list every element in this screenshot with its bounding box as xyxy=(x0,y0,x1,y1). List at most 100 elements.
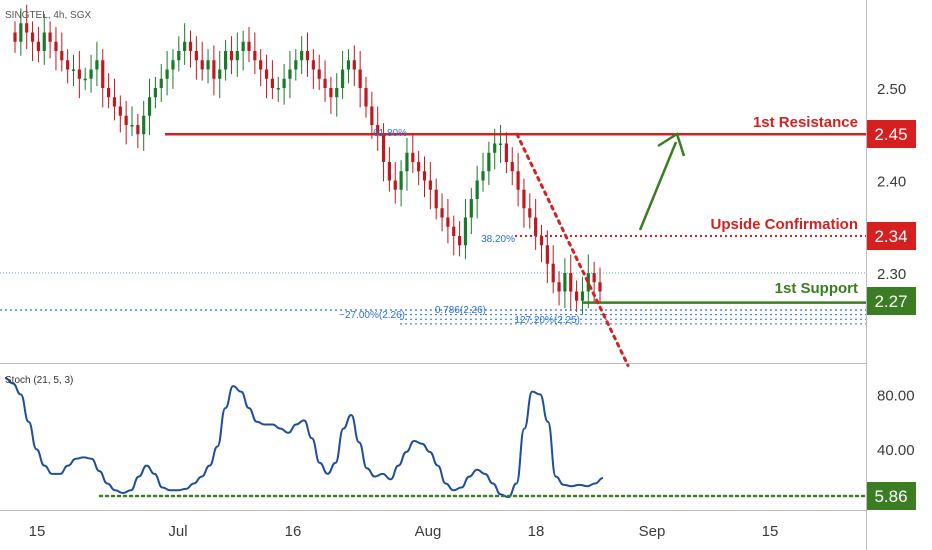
time-tick-label: 15 xyxy=(29,523,46,540)
svg-text:2.27: 2.27 xyxy=(874,292,907,311)
candle-body xyxy=(498,143,503,145)
fib-0786-label: 0.786(2.26) xyxy=(435,305,486,316)
candle-body xyxy=(200,60,204,70)
candle-body xyxy=(48,32,52,42)
candle-body xyxy=(364,88,368,107)
time-tick-label: 15 xyxy=(762,523,779,540)
upside-arrow-head xyxy=(657,132,686,157)
stoch-label: Stoch (21, 5, 3) xyxy=(5,375,73,386)
candle-body xyxy=(545,245,549,264)
candle-body xyxy=(539,236,544,246)
resistance-label: 1st Resistance xyxy=(753,114,858,131)
time-tick-label: Aug xyxy=(415,523,442,540)
candle-body xyxy=(42,32,46,51)
candle-body xyxy=(206,60,210,70)
candle-body xyxy=(422,171,427,181)
candle-body xyxy=(54,41,58,51)
candle-body xyxy=(147,97,152,116)
resistance-price-tag: 2.45 xyxy=(867,120,916,148)
candle-body xyxy=(534,217,538,236)
candle-body xyxy=(294,60,298,70)
candle-body xyxy=(101,60,105,88)
price-tick-label: 2.30 xyxy=(877,266,906,283)
candle-body xyxy=(300,51,304,61)
candle-body xyxy=(311,60,315,70)
stoch-tick-label: 80.00 xyxy=(877,387,915,404)
candle-body xyxy=(77,69,81,79)
candle-body xyxy=(253,51,257,61)
candle-body xyxy=(323,78,327,88)
candle-body xyxy=(563,273,567,292)
candle-body xyxy=(229,51,234,61)
time-tick-label: 18 xyxy=(528,523,545,540)
time-tick-label: Sep xyxy=(639,523,666,540)
candle-body xyxy=(417,162,421,172)
candle-body xyxy=(428,180,432,190)
candle-body xyxy=(463,217,468,246)
candle-body xyxy=(592,273,596,283)
candle-body xyxy=(36,41,40,51)
candle-body xyxy=(376,125,380,135)
candle-body xyxy=(475,180,479,199)
candle-body xyxy=(282,78,286,88)
candle-body xyxy=(487,152,491,172)
candle-body xyxy=(95,60,99,70)
horizontal-levels xyxy=(0,132,866,367)
candle-body xyxy=(446,217,450,227)
candle-body xyxy=(235,51,239,61)
candle-body xyxy=(71,69,76,71)
candle-body xyxy=(13,32,17,42)
candle-body xyxy=(159,78,163,88)
candle-body xyxy=(30,32,35,42)
candle-body xyxy=(440,208,444,218)
candle-body xyxy=(405,152,409,172)
candle-body xyxy=(317,69,321,79)
symbol-label: SINGTEL, 4h, SGX xyxy=(5,10,91,21)
candle-body xyxy=(136,125,140,135)
price-tick-label: 2.50 xyxy=(877,81,906,98)
candle-body xyxy=(381,134,386,162)
candle-body xyxy=(458,236,462,246)
candle-body xyxy=(352,60,356,70)
svg-text:2.34: 2.34 xyxy=(874,227,907,246)
candle-body xyxy=(393,180,397,190)
time-tick-label: 16 xyxy=(285,523,302,540)
candle-body xyxy=(557,282,561,292)
candlestick-series xyxy=(13,4,602,315)
price-tick-label: 2.40 xyxy=(877,174,906,191)
stoch-value-tag: 5.86 xyxy=(867,482,916,510)
candle-body xyxy=(598,282,602,292)
candle-body xyxy=(469,199,473,218)
support-label: 1st Support xyxy=(775,280,858,297)
candle-body xyxy=(575,291,579,301)
fib-1272-label: 127.20%(2.25) xyxy=(514,315,580,326)
candle-body xyxy=(580,291,585,301)
stoch-tick-label: 40.00 xyxy=(877,442,915,459)
candle-body xyxy=(329,88,333,98)
fib-ext-neg27-label: −27.00%(2.26) xyxy=(339,310,405,321)
candle-body xyxy=(481,171,485,181)
candle-body xyxy=(118,106,122,116)
candle-body xyxy=(112,97,117,107)
candle-body xyxy=(528,208,532,218)
candle-body xyxy=(551,263,555,283)
candle-body xyxy=(510,162,514,172)
candle-body xyxy=(218,69,222,79)
stochastic-panel xyxy=(4,376,868,499)
candle-body xyxy=(153,88,157,98)
candle-body xyxy=(516,171,520,190)
support-price-tag: 2.27 xyxy=(867,287,916,315)
upside-arrow-line xyxy=(638,141,678,231)
fib-618-label: 61.80% xyxy=(373,128,407,139)
candle-body xyxy=(19,23,23,42)
candle-body xyxy=(358,69,362,88)
candle-body xyxy=(25,23,29,33)
candle-body xyxy=(142,115,146,135)
candle-body xyxy=(569,273,573,292)
candle-body xyxy=(89,69,93,79)
time-tick-label: Jul xyxy=(168,523,187,540)
candle-body xyxy=(60,51,64,61)
